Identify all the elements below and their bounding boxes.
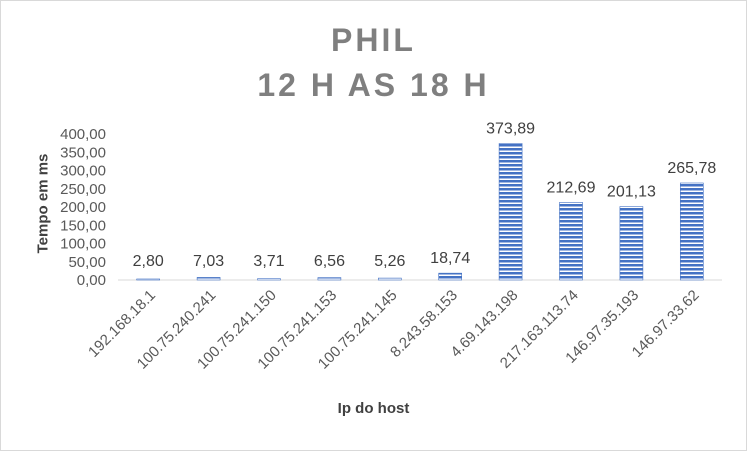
y-tick-label: 400,00 (60, 126, 106, 143)
y-tick-label: 100,00 (60, 236, 106, 253)
data-label: 3,71 (253, 253, 284, 270)
data-label: 212,69 (547, 179, 596, 196)
bar (317, 277, 342, 281)
data-label: 373,89 (486, 121, 535, 138)
bar (438, 272, 463, 281)
data-label: 5,26 (374, 253, 405, 270)
y-tick-label: 150,00 (60, 217, 106, 234)
bar (679, 182, 704, 281)
y-tick-label: 300,00 (60, 163, 106, 180)
data-label: 265,78 (667, 160, 716, 177)
y-tick-label: 350,00 (60, 144, 106, 161)
y-tick-label: 250,00 (60, 181, 106, 198)
bar (257, 278, 281, 281)
bar (377, 277, 402, 281)
y-tick-label: 0,00 (77, 272, 106, 289)
bar (136, 278, 160, 281)
y-tick-label: 50,00 (68, 254, 106, 271)
data-label: 201,13 (607, 184, 656, 201)
chart-title-line-1: PHIL (331, 22, 416, 58)
data-label: 7,03 (193, 253, 224, 270)
chart-title-line-2: 12 H AS 18 H (257, 67, 490, 103)
y-tick-label: 200,00 (60, 199, 106, 216)
bar (498, 143, 523, 281)
data-label: 6,56 (314, 253, 345, 270)
bar (196, 277, 221, 281)
data-label: 18,74 (430, 250, 470, 267)
data-label: 2,80 (133, 253, 164, 270)
bar (559, 202, 583, 281)
bar (619, 206, 644, 281)
x-axis-label: Ip do host (337, 400, 410, 417)
